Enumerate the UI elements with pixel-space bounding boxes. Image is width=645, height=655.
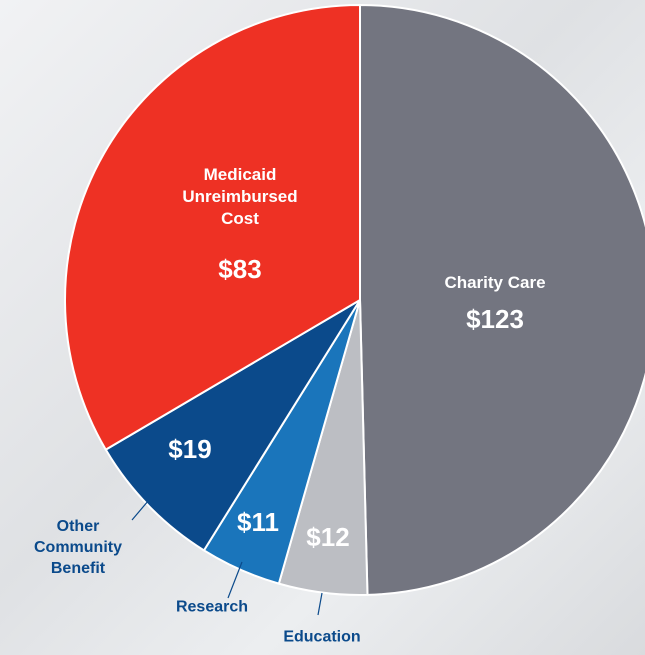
value-label: $123 xyxy=(466,304,524,335)
value-label: $12 xyxy=(306,522,350,553)
leader-line xyxy=(131,493,155,521)
slice-label: Education xyxy=(283,628,361,646)
pie-slice xyxy=(359,3,645,596)
pie-slice xyxy=(104,299,361,552)
pie-slice xyxy=(64,3,361,452)
value-label: $11 xyxy=(237,507,279,538)
slice-label: Other Community Benefit xyxy=(34,517,122,577)
slice-label: Medicaid Unreimbursed Cost xyxy=(182,164,298,229)
slice-label: Charity Care xyxy=(444,272,546,292)
value-label: $19 xyxy=(168,434,212,465)
leader-line xyxy=(227,561,243,599)
value-label: $83 xyxy=(218,254,262,285)
leader-line xyxy=(317,592,323,616)
slice-label: Research xyxy=(175,598,249,616)
